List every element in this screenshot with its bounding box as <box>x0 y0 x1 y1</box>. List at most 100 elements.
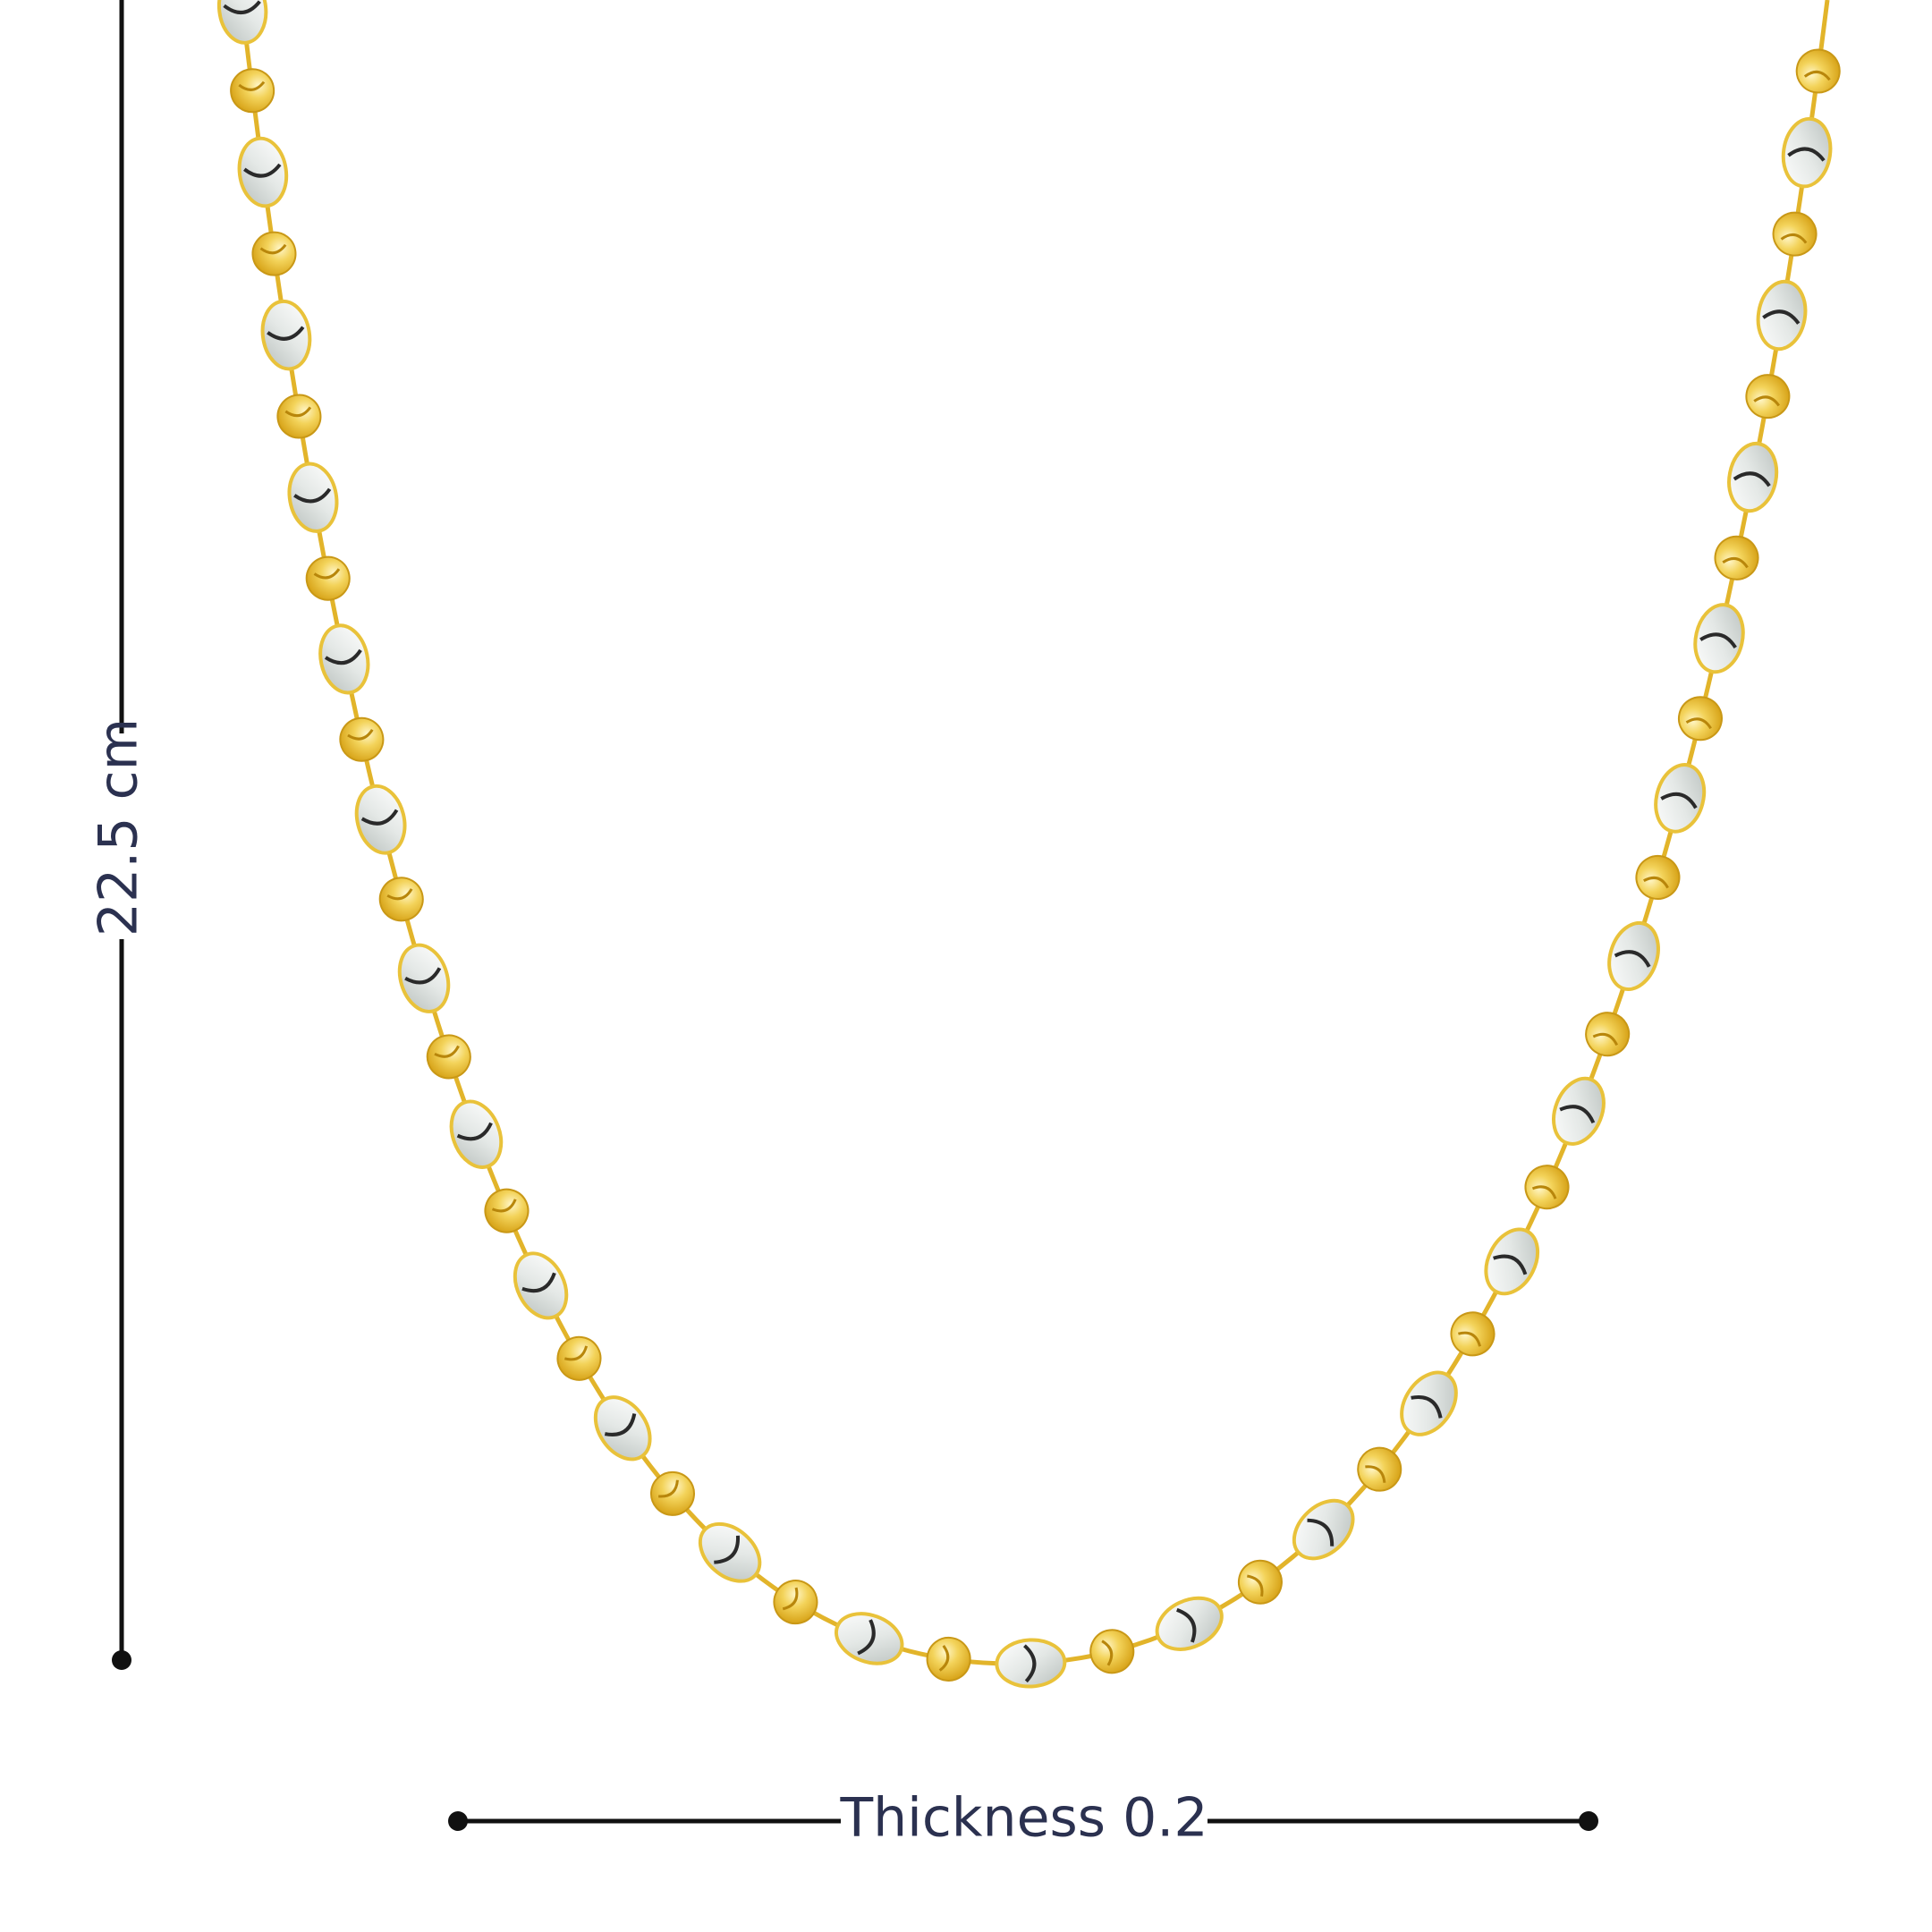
bead-part <box>449 1099 504 1169</box>
silver-bead <box>354 784 407 855</box>
bead-part <box>1023 1644 1037 1683</box>
gold-bead <box>649 1470 695 1516</box>
dimension-end <box>1579 1811 1598 1831</box>
bead-part <box>1607 920 1660 992</box>
gold-bead <box>305 555 351 601</box>
gold-bead <box>1772 211 1818 257</box>
gold-bead <box>926 1636 971 1682</box>
bead-part <box>491 1199 517 1213</box>
bead-part <box>318 623 370 695</box>
bead-part <box>1457 1331 1482 1347</box>
silver-bead <box>449 1099 504 1169</box>
gold-bead <box>1795 48 1841 94</box>
gold-bead <box>1237 1559 1283 1605</box>
bead-part <box>1699 632 1737 649</box>
bead-part <box>1307 1518 1335 1546</box>
bead-part <box>1753 395 1781 407</box>
bead-part <box>1781 116 1833 189</box>
bead-part <box>456 1122 493 1141</box>
bead-part <box>1654 763 1707 834</box>
bead-part <box>238 80 266 91</box>
gold-bead <box>276 394 322 439</box>
length-label: 22.5 cm <box>88 718 150 936</box>
silver-bead <box>1654 763 1707 834</box>
gold-bead <box>1635 854 1681 900</box>
bead-part <box>223 0 261 14</box>
silver-bead <box>260 299 312 371</box>
silver-bead <box>1781 116 1833 189</box>
bead-part <box>938 1645 950 1672</box>
silver-bead <box>237 136 289 208</box>
silver-bead <box>1607 920 1660 992</box>
bead-part <box>216 0 268 45</box>
bead-part <box>1176 1607 1197 1643</box>
bead-part <box>564 1345 589 1361</box>
gold-bead <box>378 877 424 922</box>
bead-part <box>434 1045 460 1058</box>
thickness-dimension: Thickness 0.2 <box>448 1787 1598 1850</box>
bead-part <box>1411 1395 1443 1419</box>
silver-bead <box>513 1251 569 1320</box>
bead-part <box>593 1395 652 1462</box>
gold-bead <box>1524 1165 1570 1210</box>
bead-part <box>1365 1465 1386 1483</box>
bead-part <box>1803 70 1831 81</box>
bead-part <box>313 568 341 580</box>
bead-part <box>1685 717 1712 730</box>
bead-part <box>1484 1227 1540 1296</box>
bead-part <box>995 1638 1067 1689</box>
bead-part <box>1292 1498 1355 1561</box>
chain <box>239 0 1830 1666</box>
bead-part <box>1643 876 1669 889</box>
bead-part <box>513 1251 569 1320</box>
bead-part <box>1552 1076 1606 1146</box>
silver-bead <box>1292 1498 1355 1561</box>
silver-bead <box>1693 603 1745 674</box>
bead-part <box>237 136 289 208</box>
silver-bead <box>1552 1076 1606 1146</box>
bead-part <box>857 1619 876 1656</box>
bead-part <box>287 462 339 533</box>
gold-bead <box>1585 1012 1631 1057</box>
gold-bead <box>773 1580 818 1625</box>
gold-bead <box>251 231 297 276</box>
thickness-label: Thickness 0.2 <box>839 1787 1208 1850</box>
bead-part <box>404 967 442 985</box>
silver-bead <box>216 0 268 45</box>
gold-bead <box>1745 374 1791 419</box>
bead-part <box>521 1272 556 1293</box>
silver-bead <box>698 1521 762 1583</box>
bead-part <box>386 888 413 901</box>
bead-part <box>658 1479 679 1498</box>
bead-part <box>293 487 332 504</box>
gold-bead <box>1714 535 1759 580</box>
bead-part <box>1660 792 1698 809</box>
bead-part <box>1756 279 1808 352</box>
bead-part <box>1614 950 1651 968</box>
bead-part <box>1493 1254 1528 1275</box>
bead-part <box>1787 147 1826 162</box>
silver-bead <box>995 1638 1067 1689</box>
bead-part <box>1762 309 1801 325</box>
bead-part <box>1531 1185 1557 1199</box>
bead-part <box>1693 603 1745 674</box>
silver-bead <box>593 1395 652 1462</box>
bead-part <box>834 1612 904 1665</box>
bead-part <box>1246 1574 1264 1597</box>
bead-part <box>1592 1032 1619 1046</box>
bead-part <box>1722 556 1749 569</box>
dimension-end <box>448 1811 468 1831</box>
bead-part <box>714 1535 740 1564</box>
silver-bead <box>287 462 339 533</box>
bead-part <box>347 729 374 741</box>
bead-part <box>397 943 451 1013</box>
bead-part <box>1101 1640 1114 1666</box>
gold-bead <box>556 1335 602 1381</box>
silver-bead <box>1756 279 1808 352</box>
gold-bead <box>1357 1446 1402 1492</box>
gold-bead <box>339 716 385 762</box>
silver-bead <box>834 1612 904 1665</box>
bead-part <box>259 243 287 255</box>
length-dimension: 22.5 cm <box>88 0 150 1670</box>
